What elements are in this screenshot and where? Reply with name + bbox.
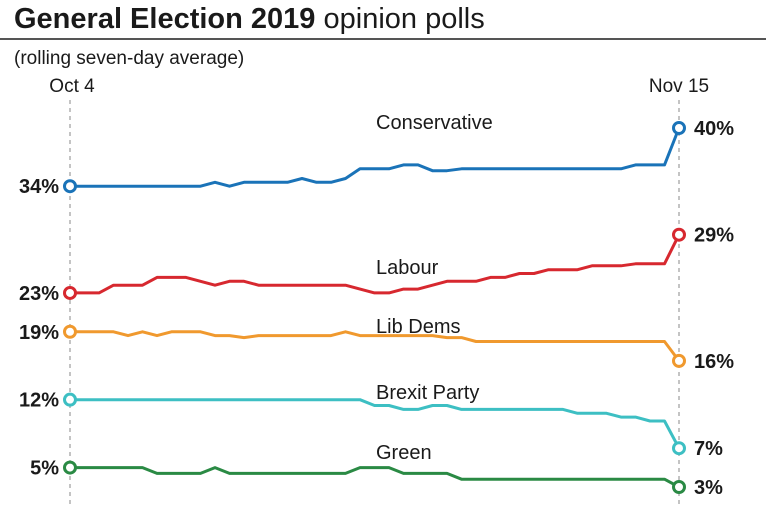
start-marker-green [63, 460, 77, 475]
series-conservative: 34% 40% Conservative [19, 112, 734, 198]
title-divider [0, 38, 766, 40]
series-name-brexit-party: Brexit Party [376, 382, 479, 404]
chart-title-bold: General Election 2019 [14, 3, 316, 35]
series-green: 5% 3% Green [30, 442, 723, 499]
end-marker-conservative [672, 121, 686, 135]
start-marker-lib-dems [63, 324, 77, 339]
x-end-label: Nov 15 [649, 76, 709, 97]
start-marker-brexit-party [63, 392, 77, 407]
end-value-labour: 29% [694, 225, 734, 247]
end-marker-green [672, 480, 686, 494]
end-value-lib-dems: 16% [694, 351, 734, 373]
series-line-conservative [68, 126, 681, 188]
start-value-conservative: 34% [19, 176, 59, 198]
end-marker-labour [672, 227, 686, 242]
series-brexit-party: 12% 7% Brexit Party [19, 382, 723, 460]
chart-subtitle: (rolling seven-day average) [14, 48, 245, 69]
end-value-brexit-party: 7% [694, 438, 723, 460]
series-name-conservative: Conservative [376, 112, 493, 134]
start-marker-conservative [63, 179, 77, 194]
series-line-labour [68, 233, 681, 295]
end-marker-lib-dems [672, 353, 686, 368]
series-line-green [68, 466, 681, 489]
end-value-conservative: 40% [694, 118, 734, 140]
series-labour: 23% 29% Labour [19, 225, 734, 305]
series-line-lib-dems [68, 330, 681, 363]
end-value-green: 3% [694, 477, 723, 499]
chart-title: General Election 2019 opinion polls [14, 2, 485, 36]
end-marker-brexit-party [672, 441, 686, 456]
start-value-green: 5% [30, 458, 59, 480]
chart-title-rest: opinion polls [315, 3, 485, 35]
series-name-green: Green [376, 442, 432, 464]
start-value-lib-dems: 19% [19, 322, 59, 344]
start-marker-labour [63, 285, 77, 300]
series-name-labour: Labour [376, 257, 439, 279]
x-start-label: Oct 4 [49, 76, 95, 97]
start-value-labour: 23% [19, 283, 59, 305]
start-value-brexit-party: 12% [19, 390, 59, 412]
series-name-lib-dems: Lib Dems [376, 316, 460, 338]
series-lib-dems: 19% 16% Lib Dems [19, 316, 734, 373]
series-line-brexit-party [68, 398, 681, 450]
